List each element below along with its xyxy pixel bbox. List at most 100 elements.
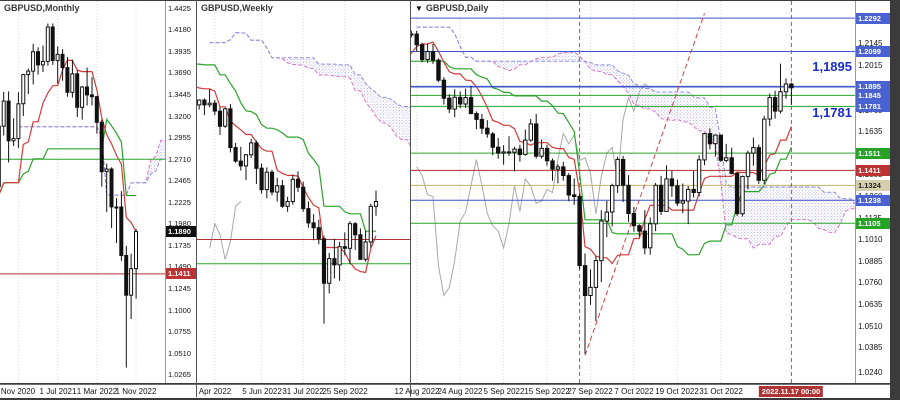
trend-line xyxy=(584,13,705,356)
candle xyxy=(767,97,772,120)
price-tick: 1.1000 xyxy=(168,306,191,315)
candlestick-chart-monthly[interactable] xyxy=(0,1,165,383)
candle xyxy=(316,227,321,240)
chart-title-daily-label: GBPUSD,Daily xyxy=(425,3,489,13)
price-tick: 1.2145 xyxy=(858,39,883,48)
chart-title-weekly-label: GBPUSD,Weekly xyxy=(201,3,273,13)
candle xyxy=(238,160,243,167)
date-label: 7 Oct 2022 xyxy=(614,387,654,396)
senkou-b-line xyxy=(18,126,165,196)
candle xyxy=(420,44,425,61)
candle xyxy=(411,33,414,36)
candle xyxy=(358,234,363,260)
candle xyxy=(745,152,751,177)
candlestick-chart-daily[interactable]: 1,1895 1,1781 xyxy=(411,1,855,383)
candle xyxy=(762,118,767,181)
candle xyxy=(658,184,664,212)
candle xyxy=(217,110,223,127)
price-tick: 1.1490 xyxy=(168,262,191,271)
candle xyxy=(60,53,65,69)
chikou-line xyxy=(416,83,651,297)
candle xyxy=(734,172,740,215)
candle xyxy=(321,238,327,284)
candle xyxy=(31,51,36,72)
candle xyxy=(729,157,734,174)
price-tick: 1.0265 xyxy=(168,370,191,379)
price-badge: 1.1895 xyxy=(856,81,890,92)
candle xyxy=(686,188,691,202)
time-axis[interactable]: Nov 2020 1 Jul 2021 1 Mar 2022 1 Nov 2022 Ap… xyxy=(0,384,890,398)
candle xyxy=(134,231,138,270)
candle xyxy=(566,175,572,196)
date-label: 12 Aug 2022 xyxy=(394,387,440,396)
price-tick: 1.0755 xyxy=(168,327,191,336)
candle xyxy=(94,96,99,123)
ichimoku-cloud xyxy=(209,32,410,146)
candle xyxy=(577,196,582,267)
candle xyxy=(452,96,457,110)
chikou-line xyxy=(209,201,242,260)
candle xyxy=(70,73,75,93)
candle xyxy=(212,102,217,112)
candle xyxy=(539,147,544,157)
candle xyxy=(468,97,474,114)
candle xyxy=(496,146,501,154)
candle xyxy=(80,86,85,108)
candle xyxy=(778,91,783,112)
current-date-badge: 2022.11.17 00:00 xyxy=(758,386,824,397)
candle xyxy=(501,151,506,154)
candlestick-chart-weekly[interactable] xyxy=(197,1,410,383)
senkou-b-line xyxy=(416,26,855,205)
price-badge: 1.2099 xyxy=(856,46,890,57)
candle xyxy=(75,73,80,108)
candle xyxy=(517,148,523,156)
candle xyxy=(243,154,249,167)
candle xyxy=(506,151,512,154)
date-label: 1 Jul 2021 xyxy=(39,387,77,396)
candle xyxy=(1,100,6,127)
candle xyxy=(109,168,114,208)
price-tick: 1.1735 xyxy=(168,241,191,250)
panel-divider xyxy=(196,0,197,397)
candle xyxy=(45,26,50,62)
price-tick: 1.0240 xyxy=(858,368,883,377)
collapse-arrow-icon[interactable]: ▼ xyxy=(415,4,423,13)
candle xyxy=(615,159,620,187)
candle xyxy=(626,184,631,215)
date-label: 19 Oct 2022 xyxy=(655,387,699,396)
price-tick: 1.0885 xyxy=(858,257,883,266)
candle xyxy=(680,200,686,204)
price-axis-daily[interactable]: 1.22701.21451.20151.18901.17601.16351.15… xyxy=(855,1,890,383)
candle xyxy=(285,201,290,207)
kijun-line xyxy=(197,63,376,232)
date-label: 1 Nov 2022 xyxy=(115,387,157,396)
price-axis-monthly[interactable]: 1.4425 1.4180 1.3935 1.3690 1.3445 1.3200 1.29… xyxy=(165,1,196,383)
candle xyxy=(306,208,311,224)
price-tick: 1.1010 xyxy=(858,235,883,244)
candle xyxy=(740,175,745,215)
tenkan-line xyxy=(197,86,377,274)
candle xyxy=(691,188,696,193)
candle xyxy=(228,108,233,149)
kijun-line xyxy=(411,60,792,256)
candle xyxy=(696,159,702,194)
candle xyxy=(85,86,89,96)
candle xyxy=(50,26,55,61)
candle xyxy=(264,171,269,191)
candle xyxy=(447,97,452,110)
price-badge: 1.2292 xyxy=(856,13,890,24)
candle xyxy=(631,212,637,227)
candle xyxy=(620,159,626,186)
candle xyxy=(104,168,109,173)
chart-panel-weekly: GBPUSD,Weekly xyxy=(197,1,410,383)
candle xyxy=(36,51,40,66)
price-tick: 1.0510 xyxy=(168,349,191,358)
candle xyxy=(295,178,301,188)
price-badge: 1.1511 xyxy=(856,148,890,159)
candle xyxy=(11,138,16,142)
candle xyxy=(99,121,104,173)
candle xyxy=(202,99,207,106)
price-tick: 1.4180 xyxy=(168,25,191,34)
candle xyxy=(6,100,11,142)
